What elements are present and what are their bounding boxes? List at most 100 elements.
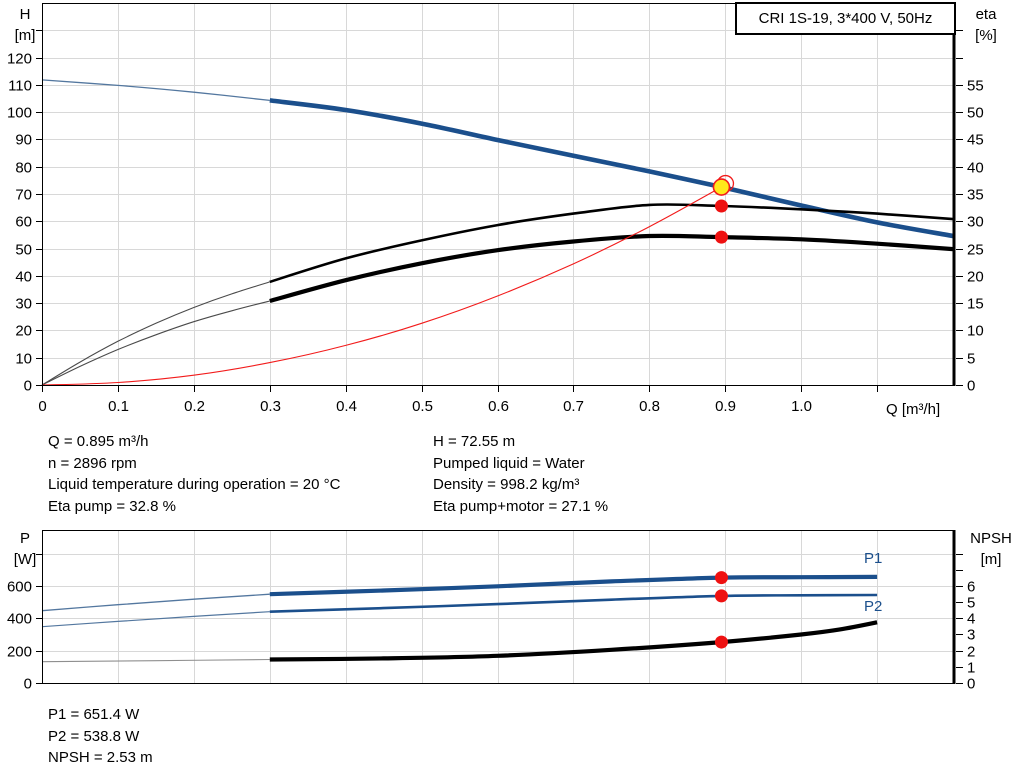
p2-curve-label: P2 — [864, 598, 883, 615]
y-left-tick-label: 0 — [24, 378, 32, 395]
y-right-tick-label: 3 — [967, 627, 975, 644]
p-axis-header: P [W] — [4, 528, 46, 570]
info-speed: n = 2896 rpm — [48, 454, 137, 472]
x-tick-label: 0.8 — [639, 398, 660, 415]
h-axis-name: H — [19, 6, 31, 23]
eta-pump-curve-low-flow — [41, 281, 270, 386]
eta-pump-point[interactable] — [714, 199, 728, 213]
y-left-tick-label: 30 — [15, 296, 32, 313]
y-right-tick-label: 6 — [967, 579, 975, 596]
power-npsh-info: P1 = 651.4 W P2 = 538.8 W NPSH = 2.53 m — [48, 704, 153, 769]
x-tick-label: 0.6 — [488, 398, 509, 415]
y-left-tick-label: 110 — [8, 78, 32, 95]
axis-ticks — [36, 554, 963, 684]
y-left-tick-label: 70 — [15, 187, 32, 204]
duty-point[interactable] — [712, 178, 731, 196]
x-tick-label: 0.1 — [108, 398, 129, 415]
npsh-point[interactable] — [714, 635, 728, 649]
y-left-tick-label: 200 — [7, 644, 32, 661]
info-head: H = 72.55 m — [433, 433, 516, 450]
system-curve — [41, 186, 722, 386]
y-left-tick-label: 40 — [15, 269, 32, 286]
gridlines — [42, 3, 953, 385]
npsh-curve-low-flow — [41, 658, 270, 663]
x-tick-label: 0.5 — [412, 398, 433, 415]
curve-title: CRI 1S-19, 3*400 V, 50Hz — [758, 10, 933, 27]
eta-pump-motor-curve — [269, 233, 954, 304]
y-right-tick-label: 2 — [967, 644, 975, 661]
pump-curve-low-flow — [41, 79, 270, 102]
y-left-tick-label: 50 — [15, 242, 32, 259]
y-left-tick-label: 20 — [15, 323, 32, 340]
p-axis-unit: [W] — [13, 551, 37, 568]
y-right-tick-label: 35 — [967, 187, 984, 204]
info-p2: P2 = 538.8 W — [48, 727, 140, 745]
q-axis-unit-label: Q [m³/h] — [886, 401, 941, 418]
x-tick-label: 0.3 — [260, 398, 281, 415]
y-right-tick-label: 55 — [967, 78, 984, 95]
info-eta-pump: Eta pump = 32.8 % — [48, 497, 176, 515]
info-density: Density = 998.2 kg/m³ — [433, 476, 580, 493]
y-right-tick-label: 25 — [967, 242, 984, 259]
eta-pump-curve — [269, 203, 954, 284]
p2-point[interactable] — [714, 589, 728, 603]
y-right-tick-label: 1 — [967, 660, 975, 677]
eta-axis-unit: [%] — [975, 27, 997, 44]
x-tick-label: 0 — [38, 398, 46, 415]
p2-curve-low-flow — [41, 611, 270, 628]
y-right-tick-label: 5 — [967, 351, 975, 368]
x-tick-label: 1.0 — [791, 398, 812, 415]
y-right-tick-label: 5 — [967, 595, 975, 612]
qh-eta-chart: 0 0.1 0.2 0.3 0.4 0.5 0.6 0.7 0.8 0.9 1.0 0 10 20 30 40… — [7, 3, 984, 415]
h-axis-header: H [m] — [4, 4, 46, 46]
p-axis-name: P — [19, 530, 30, 547]
operating-point-info-right: H = 72.55 m Pumped liquid = Water Densit… — [433, 431, 608, 517]
eta-pump-motor-point[interactable] — [714, 230, 728, 244]
eta-axis-name: eta — [975, 6, 997, 23]
axis-tick-labels: 0 0.1 0.2 0.3 0.4 0.5 0.6 0.7 0.8 0.9 1.0 0 10 20 30 40… — [7, 51, 984, 416]
y-right-tick-label: 45 — [967, 132, 984, 149]
p1-curve-low-flow — [41, 593, 270, 612]
y-left-tick-label: 10 — [15, 351, 32, 368]
y-right-tick-label: 15 — [967, 296, 984, 313]
p1-curve-label: P1 — [864, 550, 883, 567]
y-right-tick-label: 4 — [967, 611, 975, 628]
eta-axis-header: eta [%] — [958, 4, 1014, 46]
x-tick-label: 0.9 — [715, 398, 736, 415]
y-right-tick-label: 50 — [967, 105, 984, 122]
plot-border — [42, 530, 956, 684]
operating-point-info-left: Q = 0.895 m³/h n = 2896 rpm Liquid tempe… — [48, 431, 340, 517]
y-left-tick-label: 600 — [7, 579, 32, 596]
info-npsh: NPSH = 2.53 m — [48, 749, 153, 766]
x-tick-label: 0.4 — [336, 398, 357, 415]
npsh-axis-unit: [m] — [980, 551, 1002, 568]
y-right-tick-label: 30 — [967, 214, 984, 231]
y-left-tick-label: 90 — [15, 132, 32, 149]
p2-curve — [269, 593, 878, 613]
h-axis-unit: [m] — [14, 27, 36, 44]
x-tick-label: 0.7 — [563, 398, 584, 415]
info-p1: P1 = 651.4 W — [48, 706, 140, 723]
y-right-tick-label: 0 — [967, 676, 975, 693]
y-left-tick-label: 400 — [7, 611, 32, 628]
info-liquid-temperature: Liquid temperature during operation = 20… — [48, 476, 341, 493]
info-q: Q = 0.895 m³/h — [48, 433, 149, 450]
y-right-tick-label: 10 — [967, 323, 984, 340]
npsh-axis-header: NPSH [m] — [960, 528, 1022, 570]
p1-curve — [269, 574, 878, 597]
y-left-tick-label: 0 — [24, 676, 32, 693]
y-right-tick-label: 40 — [967, 160, 984, 177]
y-right-tick-label: 0 — [967, 378, 975, 395]
y-left-tick-label: 120 — [7, 51, 32, 68]
curve-title-box: CRI 1S-19, 3*400 V, 50Hz — [735, 2, 956, 35]
axis-ticks — [36, 30, 963, 392]
p1-point[interactable] — [714, 571, 728, 585]
y-left-tick-label: 80 — [15, 160, 32, 177]
info-eta-pump-motor: Eta pump+motor = 27.1 % — [433, 497, 609, 515]
info-pumped-liquid: Pumped liquid = Water — [433, 454, 585, 472]
pump-curve — [269, 98, 954, 239]
